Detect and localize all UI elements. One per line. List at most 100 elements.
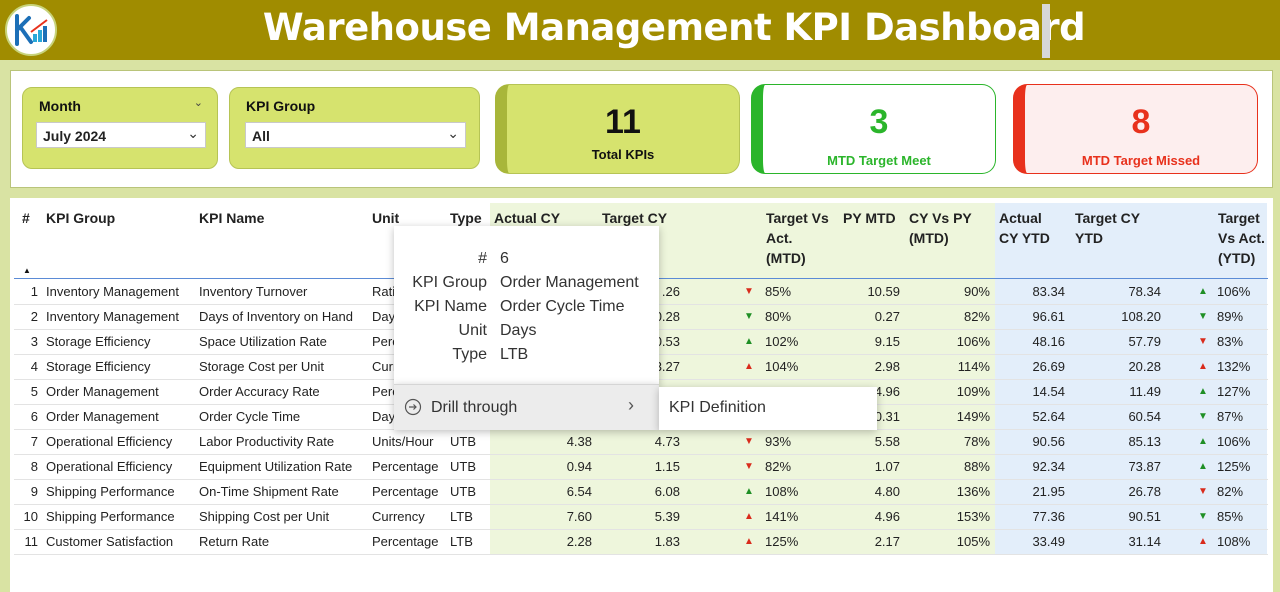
drill-through-icon	[404, 398, 422, 421]
cell-name: Order Accuracy Rate	[199, 384, 320, 399]
cell-aytd: 77.36	[1032, 509, 1065, 524]
cell-cyvspy: 109%	[956, 384, 990, 399]
cell-aytd: 83.34	[1032, 284, 1065, 299]
cell-tytd: 90.51	[1128, 509, 1161, 524]
cell-aytd: 52.64	[1032, 409, 1065, 424]
arrow-down-icon: ▼	[1198, 336, 1208, 347]
kpi-definition-menu-item[interactable]: KPI Definition	[659, 387, 877, 430]
kpi-group-slicer-label: KPI Group	[246, 98, 316, 114]
cell-tytd: 60.54	[1128, 409, 1161, 424]
col-header-py-mtd[interactable]: PY MTD	[843, 210, 896, 226]
col-header-unit[interactable]: Unit	[372, 210, 400, 226]
col-header-num[interactable]: #	[22, 210, 30, 226]
tooltip-row: # 6	[394, 248, 659, 272]
chevron-right-icon: ›	[628, 395, 634, 415]
arrow-up-icon: ▲	[744, 486, 754, 497]
arrow-down-icon: ▼	[1198, 311, 1208, 322]
cell-target: 0.28	[654, 309, 680, 324]
chevron-down-icon[interactable]: ⌄	[187, 125, 199, 141]
total-kpis-card: 11 Total KPIs	[495, 84, 740, 174]
cell-tva: 85%	[765, 284, 792, 299]
cell-group: Shipping Performance	[46, 509, 175, 524]
table-row[interactable]: 10 Shipping Performance Shipping Cost per …	[14, 505, 1268, 530]
sort-ascending-icon[interactable]: ▲	[23, 266, 31, 275]
cell-name: Days of Inventory on Hand	[199, 309, 353, 324]
cell-tvaytd: 125%	[1217, 459, 1251, 474]
col-header-kpi-group[interactable]: KPI Group	[46, 210, 116, 226]
chevron-down-icon[interactable]: ⌄	[447, 125, 459, 141]
cell-num: 4	[30, 359, 38, 374]
cell-tva: 104%	[765, 359, 799, 374]
cell-type: LTB	[450, 509, 473, 524]
table-row[interactable]: 7 Operational Efficiency Labor Productivit…	[14, 430, 1268, 455]
cell-num: 9	[30, 484, 38, 499]
arrow-down-icon: ▼	[1198, 411, 1208, 422]
cell-tva: 82%	[765, 459, 792, 474]
col-header-target-vs-act-ytd[interactable]: Target Vs Act. (YTD)	[1218, 208, 1265, 268]
cell-unit: Units/Hour	[372, 434, 434, 449]
table-row[interactable]: 6 Order Management Order Cycle Time Day 0.31…	[14, 405, 1268, 430]
cell-cyvspy: 78%	[963, 434, 990, 449]
cell-name: Storage Cost per Unit	[199, 359, 325, 374]
cell-num: 5	[30, 384, 38, 399]
cell-py: 4.96	[874, 384, 900, 399]
cell-py: 1.07	[874, 459, 900, 474]
header-line: YTD	[1075, 230, 1103, 246]
col-header-type[interactable]: Type	[450, 210, 482, 226]
header-line: (MTD)	[909, 230, 949, 246]
col-header-actual-cy[interactable]: Actual CY	[494, 210, 561, 226]
table-row[interactable]: 8 Operational Efficiency Equipment Utiliza…	[14, 455, 1268, 480]
kpi-logo-icon	[5, 4, 57, 56]
header-line: Target	[1218, 210, 1260, 226]
cell-num: 11	[24, 534, 39, 549]
cell-tytd: 57.79	[1128, 334, 1161, 349]
kpi-group-slicer[interactable]: KPI Group All ⌄	[229, 87, 480, 169]
table-row[interactable]: 9 Shipping Performance On-Time Shipment Ra…	[14, 480, 1268, 505]
cell-num: 7	[30, 434, 38, 449]
cell-py: 2.98	[874, 359, 900, 374]
tooltip-key: KPI Name	[414, 298, 487, 315]
col-header-kpi-name[interactable]: KPI Name	[199, 210, 265, 226]
table-row[interactable]: 11 Customer Satisfaction Return Rate Percen…	[14, 530, 1268, 555]
col-header-actual-cy-ytd[interactable]: Actual CY YTD	[999, 208, 1050, 248]
cell-unit: Curr	[372, 359, 398, 374]
month-dropdown[interactable]: July 2024 ⌄	[36, 122, 206, 148]
cell-py: 0.27	[874, 309, 900, 324]
header-line: (YTD)	[1218, 250, 1256, 266]
kpi-group-dropdown[interactable]: All ⌄	[245, 122, 466, 148]
cell-py: 4.96	[874, 509, 900, 524]
col-header-target-cy[interactable]: Target CY	[602, 210, 668, 226]
month-slicer[interactable]: Month ⌄ July 2024 ⌄	[22, 87, 218, 169]
cell-cyvspy: 114%	[957, 359, 990, 374]
cell-name: On-Time Shipment Rate	[199, 484, 339, 499]
col-header-target-cy-ytd[interactable]: Target CY YTD	[1075, 208, 1140, 248]
drill-through-menu-item[interactable]: Drill through ›	[394, 384, 659, 430]
chevron-down-icon[interactable]: ⌄	[193, 97, 203, 109]
arrow-up-icon: ▲	[744, 511, 754, 522]
cell-tytd: 85.13	[1128, 434, 1161, 449]
cell-group: Operational Efficiency	[46, 434, 173, 449]
mtd-target-missed-card: 8 MTD Target Missed	[1013, 84, 1258, 174]
cell-num: 3	[30, 334, 38, 349]
cell-target: 6.08	[654, 484, 680, 499]
tooltip-value: LTB	[500, 346, 529, 363]
cell-tvaytd: 82%	[1217, 484, 1244, 499]
header-line: Target Vs	[766, 210, 829, 226]
header-line: (MTD)	[766, 250, 806, 266]
cell-group: Operational Efficiency	[46, 459, 173, 474]
cell-name: Equipment Utilization Rate	[199, 459, 353, 474]
cell-target: 1.83	[654, 534, 680, 549]
col-header-target-vs-act-mtd[interactable]: Target Vs Act. (MTD)	[766, 208, 829, 268]
arrow-up-icon: ▲	[1198, 286, 1208, 297]
tooltip-key: KPI Group	[412, 274, 487, 291]
cell-aytd: 48.16	[1032, 334, 1065, 349]
cell-tytd: 31.14	[1128, 534, 1161, 549]
cell-cyvspy: 90%	[963, 284, 990, 299]
col-header-cy-vs-py-mtd[interactable]: CY Vs PY (MTD)	[909, 208, 972, 248]
cell-py: 2.17	[874, 534, 900, 549]
cell-tvaytd: 106%	[1217, 284, 1251, 299]
arrow-up-icon: ▲	[744, 361, 754, 372]
cell-tva: 80%	[765, 309, 792, 324]
total-kpis-value: 11	[605, 103, 641, 141]
cell-num: 1	[30, 284, 38, 299]
